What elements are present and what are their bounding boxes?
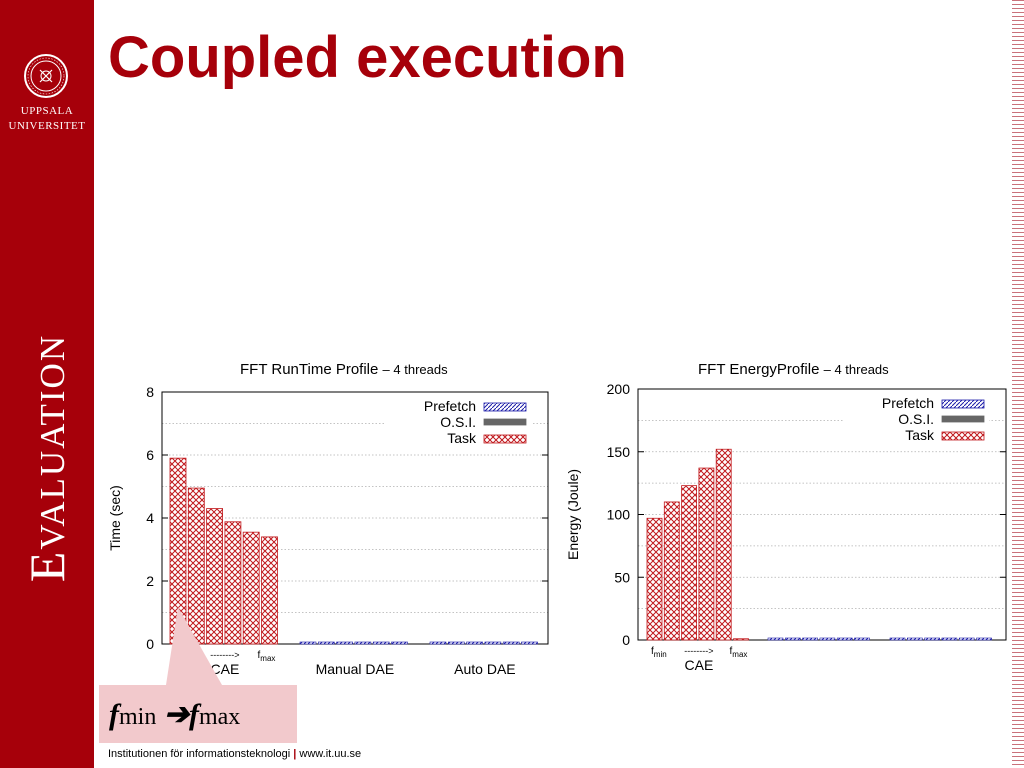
note-f-from: f bbox=[109, 698, 119, 731]
energy-chart-title: FFT EnergyProfile – 4 threads bbox=[698, 361, 889, 378]
freq-arrow-label: --------> bbox=[684, 646, 713, 656]
university-name-line-2: UNIVERSITET bbox=[8, 120, 86, 132]
note-min: min bbox=[119, 704, 157, 730]
bar-prefetch bbox=[958, 637, 975, 641]
legend-label: O.S.I. bbox=[898, 411, 934, 427]
legend-label: Prefetch bbox=[424, 398, 476, 414]
bar-task bbox=[681, 485, 697, 641]
bar-prefetch bbox=[941, 637, 958, 641]
decorative-stripes bbox=[1012, 0, 1024, 768]
frequency-note-text: fmin ➔fmax bbox=[109, 697, 240, 732]
bar-prefetch bbox=[906, 637, 923, 641]
note-f-to: f bbox=[188, 698, 199, 731]
bar-prefetch bbox=[354, 641, 372, 645]
footer-url[interactable]: www.it.uu.se bbox=[299, 748, 362, 760]
y-axis-label: Time (sec) bbox=[107, 485, 123, 551]
bar-task bbox=[187, 487, 205, 645]
freq-max-label: fmax bbox=[258, 650, 276, 663]
note-max: max bbox=[198, 704, 241, 730]
legend-swatch bbox=[483, 418, 527, 426]
footer-separator: | bbox=[293, 748, 297, 760]
y-tick-label: 4 bbox=[146, 510, 154, 526]
freq-min-label: fmin bbox=[174, 650, 190, 663]
bar-prefetch bbox=[802, 637, 818, 641]
legend-swatch bbox=[941, 399, 985, 409]
bar-prefetch bbox=[299, 641, 317, 645]
note-arrow: ➔ bbox=[163, 698, 189, 731]
group-label: Manual DAE bbox=[316, 661, 395, 677]
runtime-chart-title: FFT RunTime Profile – 4 threads bbox=[240, 361, 448, 378]
energy-chart-title-text: FFT EnergyProfile bbox=[698, 361, 820, 378]
bar-prefetch bbox=[785, 637, 801, 641]
y-tick-label: 100 bbox=[607, 507, 631, 523]
y-tick-label: 150 bbox=[607, 444, 631, 460]
group-label: Auto DAE bbox=[454, 661, 515, 677]
legend-label: O.S.I. bbox=[440, 414, 476, 430]
slide-title: Coupled execution bbox=[108, 25, 627, 90]
university-name-line-1: UPPSALA bbox=[20, 105, 74, 117]
group-label: CAE bbox=[685, 657, 714, 673]
legend-swatch bbox=[941, 431, 985, 441]
y-axis-label: Energy (Joule) bbox=[565, 469, 581, 560]
bar-prefetch bbox=[889, 637, 906, 641]
bar-prefetch bbox=[372, 641, 390, 645]
y-tick-label: 200 bbox=[607, 381, 631, 397]
runtime-chart-title-text: FFT RunTime Profile bbox=[240, 361, 379, 378]
bar-prefetch bbox=[429, 641, 447, 645]
runtime-chart: 0 2 4 6 8 Time (sec) CAE fmin --------> fmax Manua… bbox=[107, 384, 549, 677]
bar-prefetch bbox=[836, 637, 853, 641]
university-name: UPPSALA UNIVERSITET bbox=[0, 104, 94, 134]
bar-prefetch bbox=[484, 641, 502, 645]
y-tick-label: 6 bbox=[146, 447, 154, 463]
footer-institution: Institutionen för informationsteknologi bbox=[108, 748, 291, 760]
bar-prefetch bbox=[391, 641, 408, 645]
bar-task bbox=[261, 536, 278, 645]
freq-arrow-label: --------> bbox=[210, 650, 239, 660]
bar-prefetch bbox=[318, 641, 335, 645]
legend-label: Task bbox=[447, 430, 477, 446]
freq-max-label: fmax bbox=[730, 646, 748, 659]
bar-task bbox=[733, 638, 749, 641]
legend-swatch bbox=[483, 434, 527, 444]
legend-label: Prefetch bbox=[882, 395, 934, 411]
bar-prefetch bbox=[976, 637, 992, 641]
bar-prefetch bbox=[767, 637, 784, 641]
y-tick-label: 0 bbox=[622, 632, 630, 648]
section-label: Evaluation bbox=[19, 333, 75, 583]
bar-task bbox=[646, 517, 663, 641]
bar-task bbox=[715, 448, 732, 641]
group-label: CAE bbox=[211, 661, 240, 677]
bar-task bbox=[698, 467, 715, 641]
y-tick-label: 0 bbox=[146, 636, 154, 652]
runtime-chart-subtitle: – 4 threads bbox=[382, 362, 448, 377]
legend-swatch bbox=[941, 415, 985, 423]
bar-prefetch bbox=[521, 641, 538, 645]
bar-prefetch bbox=[854, 637, 870, 641]
footer: Institutionen för informationsteknologi … bbox=[108, 748, 361, 760]
bar-task bbox=[169, 457, 187, 645]
bar-task bbox=[663, 501, 680, 641]
y-tick-label: 2 bbox=[146, 573, 154, 589]
y-tick-label: 50 bbox=[614, 569, 630, 585]
bar-prefetch bbox=[502, 641, 520, 645]
legend-swatch bbox=[483, 402, 527, 412]
bar-task bbox=[224, 521, 242, 645]
y-tick-label: 8 bbox=[146, 384, 154, 400]
bar-prefetch bbox=[466, 641, 483, 645]
university-seal-icon bbox=[24, 54, 68, 98]
frequency-note: fmin ➔fmax bbox=[99, 685, 297, 743]
bar-prefetch bbox=[924, 637, 940, 641]
sidebar: UPPSALA UNIVERSITET Evaluation bbox=[0, 0, 94, 768]
bar-prefetch bbox=[819, 637, 836, 641]
energy-chart: 0 50 100 150 200 Energy (Joule) CAE fmin -------… bbox=[565, 381, 1007, 673]
energy-chart-subtitle: – 4 threads bbox=[823, 362, 889, 377]
bar-task bbox=[206, 508, 223, 645]
bar-prefetch bbox=[447, 641, 465, 645]
bar-prefetch bbox=[336, 641, 353, 645]
legend-label: Task bbox=[905, 427, 935, 443]
freq-min-label: fmin bbox=[651, 646, 667, 659]
bar-task bbox=[242, 531, 260, 645]
